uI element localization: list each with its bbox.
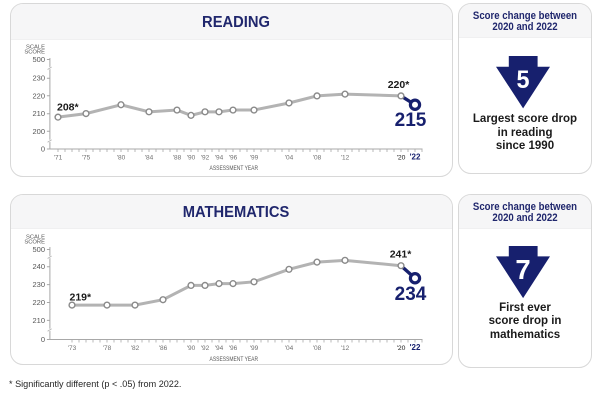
svg-text:'08: '08: [313, 155, 322, 162]
svg-text:'78: '78: [103, 345, 112, 352]
svg-text:0: 0: [41, 335, 45, 344]
svg-text:5: 5: [517, 66, 530, 94]
svg-text:'20: '20: [397, 155, 406, 162]
svg-text:220: 220: [32, 91, 45, 100]
svg-text:0: 0: [41, 145, 45, 154]
svg-text:7: 7: [515, 254, 530, 285]
svg-text:'84: '84: [145, 155, 154, 162]
svg-text:220: 220: [32, 298, 45, 307]
svg-text:241*: 241*: [390, 249, 413, 261]
svg-text:'94: '94: [215, 345, 224, 352]
svg-text:220*: 220*: [388, 79, 411, 91]
svg-text:200: 200: [32, 127, 45, 136]
svg-text:'73: '73: [68, 345, 77, 352]
svg-text:234: 234: [395, 284, 427, 305]
svg-text:'92: '92: [201, 155, 210, 162]
svg-text:'96: '96: [229, 155, 238, 162]
svg-text:'90: '90: [187, 155, 196, 162]
svg-text:'04: '04: [285, 345, 294, 352]
svg-text:'90: '90: [187, 345, 196, 352]
svg-text:219*: 219*: [70, 292, 93, 304]
svg-text:240: 240: [32, 262, 45, 271]
svg-text:'99: '99: [250, 345, 259, 352]
svg-text:500: 500: [32, 55, 45, 64]
svg-text:210: 210: [32, 316, 45, 325]
svg-text:'04: '04: [285, 155, 294, 162]
svg-text:'88: '88: [173, 155, 182, 162]
svg-text:230: 230: [32, 280, 45, 289]
svg-text:'99: '99: [250, 155, 259, 162]
svg-text:'96: '96: [229, 345, 238, 352]
svg-text:'71: '71: [54, 155, 63, 162]
svg-text:'94: '94: [215, 155, 224, 162]
svg-text:'80: '80: [117, 155, 126, 162]
svg-text:'75: '75: [82, 155, 91, 162]
svg-text:'12: '12: [341, 345, 350, 352]
svg-text:210: 210: [32, 109, 45, 118]
svg-text:'12: '12: [341, 155, 350, 162]
svg-text:208*: 208*: [57, 102, 80, 114]
svg-text:'20: '20: [397, 345, 406, 352]
svg-text:'08: '08: [313, 345, 322, 352]
svg-text:SCORE: SCORE: [24, 50, 45, 56]
svg-text:'22: '22: [410, 153, 421, 162]
svg-text:ASSESSMENT YEAR: ASSESSMENT YEAR: [210, 356, 259, 363]
svg-text:SCORE: SCORE: [24, 240, 45, 246]
svg-text:'82: '82: [131, 345, 140, 352]
svg-text:'86: '86: [159, 345, 168, 352]
svg-text:'22: '22: [410, 343, 421, 352]
svg-text:230: 230: [32, 74, 45, 83]
svg-text:500: 500: [32, 245, 45, 254]
svg-text:215: 215: [395, 110, 427, 131]
svg-text:ASSESSMENT YEAR: ASSESSMENT YEAR: [210, 165, 259, 172]
svg-text:'92: '92: [201, 345, 210, 352]
svg-text:SCALE: SCALE: [26, 45, 45, 51]
svg-text:SCALE: SCALE: [26, 235, 45, 241]
